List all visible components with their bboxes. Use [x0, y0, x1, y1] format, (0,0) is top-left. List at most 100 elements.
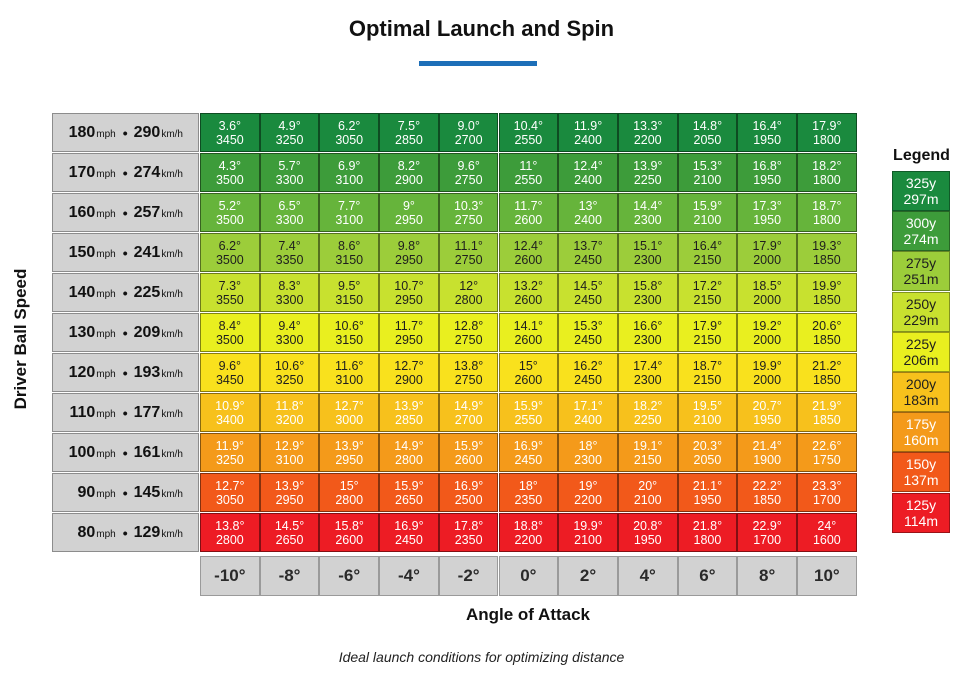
- unit-mph: mph: [96, 129, 116, 140]
- launch-angle: 9.6°: [218, 358, 242, 373]
- angle-of-attack-tick: -4°: [379, 556, 439, 596]
- bullet-separator: •: [122, 244, 128, 261]
- bullet-separator: •: [122, 204, 128, 221]
- launch-angle: 15.8°: [633, 278, 663, 293]
- launch-angle: 13.7°: [573, 238, 603, 253]
- launch-spin-cell: 9.6° 3450: [200, 353, 260, 392]
- launch-spin-cell: 6.5° 3300: [259, 193, 320, 232]
- launch-spin-cell: 24° 1600: [797, 513, 857, 552]
- angle-of-attack-tick: -8°: [259, 556, 320, 596]
- speed-mph: 110: [69, 403, 96, 421]
- launch-spin-cell: 17.1° 2400: [558, 393, 618, 432]
- launch-angle: 15.9°: [692, 198, 723, 213]
- launch-spin-cell: 12.9° 3100: [259, 433, 320, 472]
- launch-angle: 18°: [578, 438, 598, 453]
- ball-speed-cell: 180 mph • 290 km/h: [52, 113, 199, 152]
- spin-rate: 2600: [514, 212, 543, 227]
- spin-rate: 3150: [335, 292, 364, 307]
- legend-yards: 200y: [905, 376, 937, 392]
- launch-spin-cell: 13.2° 2600: [498, 273, 559, 312]
- launch-angle: 3.6°: [218, 118, 242, 133]
- legend-meters: 183m: [903, 392, 939, 408]
- speed-mph: 120: [68, 363, 96, 381]
- spin-rate: 3100: [335, 212, 364, 227]
- angle-of-attack-tick: -6°: [319, 556, 380, 596]
- spin-rate: 2450: [574, 332, 602, 347]
- chart-title: Optimal Launch and Spin: [348, 16, 615, 41]
- spin-rate: 1950: [753, 412, 782, 427]
- launch-angle: 14.1°: [513, 318, 543, 333]
- angle-of-attack-tick: 0°: [498, 556, 559, 596]
- spin-rate: 1800: [812, 212, 841, 227]
- launch-angle: 18.2°: [633, 398, 663, 413]
- launch-spin-cell: 11.1° 2750: [438, 233, 499, 272]
- speed-mph: 140: [68, 283, 96, 301]
- launch-spin-cell: 19.3° 1850: [797, 233, 857, 272]
- spin-rate: 3450: [215, 132, 244, 147]
- launch-spin-cell: 5.7° 3300: [259, 153, 320, 192]
- bullet-separator: •: [122, 324, 128, 341]
- launch-angle: 14.5°: [274, 518, 305, 533]
- unit-mph: mph: [96, 449, 116, 460]
- spin-rate: 2300: [574, 452, 602, 467]
- speed-kmh: 177: [133, 403, 161, 421]
- spin-rate: 3100: [275, 452, 304, 467]
- spin-rate: 2600: [514, 372, 543, 387]
- spin-rate: 3050: [215, 492, 244, 507]
- spin-rate: 1850: [812, 332, 841, 347]
- spin-rate: 3300: [275, 332, 304, 347]
- launch-angle: 14.8°: [692, 118, 723, 133]
- launch-angle: 20.6°: [812, 318, 842, 333]
- launch-spin-cell: 18° 2350: [498, 473, 559, 512]
- launch-spin-cell: 13.7° 2450: [558, 233, 618, 272]
- ball-speed-cell: 120 mph • 193 km/h: [52, 353, 199, 392]
- launch-angle: 16.9°: [453, 478, 484, 493]
- launch-angle: 12.8°: [453, 318, 484, 333]
- angle-of-attack-tick: 6°: [677, 556, 738, 596]
- spin-rate: 2750: [454, 212, 483, 227]
- launch-angle: 12.7°: [334, 398, 364, 413]
- legend-meters: 137m: [903, 472, 939, 489]
- speed-mph: 150: [68, 243, 96, 261]
- spin-rate: 1700: [812, 492, 841, 507]
- launch-angle: 15°: [518, 358, 538, 373]
- launch-angle: 20°: [638, 478, 658, 493]
- spin-rate: 2400: [574, 132, 602, 147]
- launch-spin-cell: 11.9° 3250: [200, 433, 260, 472]
- y-axis-label: Driver Ball Speed: [11, 268, 30, 410]
- spin-rate: 3000: [335, 412, 364, 427]
- spin-rate: 2550: [514, 412, 543, 427]
- launch-angle: 18.7°: [692, 358, 723, 373]
- spin-rate: 2600: [335, 532, 364, 547]
- spin-rate: 1950: [753, 172, 782, 187]
- spin-rate: 1850: [812, 412, 841, 427]
- spin-rate: 2300: [633, 332, 662, 347]
- spin-rate: 3150: [335, 252, 364, 267]
- launch-angle: 18.7°: [812, 198, 842, 213]
- spin-rate: 3400: [215, 412, 244, 427]
- launch-spin-cell: 14.8° 2050: [677, 113, 738, 152]
- legend-item: 325y 297m: [892, 171, 950, 211]
- launch-angle: 15.3°: [573, 318, 603, 333]
- launch-angle: 9.8°: [397, 238, 421, 253]
- ball-speed-cell: 170 mph • 274 km/h: [52, 153, 199, 192]
- launch-spin-cell: 13.9° 2250: [617, 153, 678, 192]
- launch-spin-cell: 15.9° 2100: [677, 193, 738, 232]
- launch-angle: 15.8°: [334, 518, 364, 533]
- bullet-separator: •: [122, 124, 128, 141]
- bullet-separator: •: [122, 404, 128, 421]
- launch-spin-cell: 15.9° 2650: [379, 473, 439, 512]
- launch-angle: 16.6°: [633, 318, 663, 333]
- launch-angle: 10.6°: [274, 358, 305, 373]
- legend-yards: 300y: [905, 215, 937, 232]
- launch-angle: 11°: [519, 158, 538, 173]
- spin-rate: 2900: [395, 172, 423, 187]
- launch-angle: 13.9°: [274, 478, 305, 493]
- launch-angle: 20.3°: [692, 438, 723, 453]
- launch-spin-cell: 16.9° 2450: [498, 433, 559, 472]
- launch-angle: 9.6°: [457, 158, 480, 173]
- launch-spin-cell: 18.8° 2200: [498, 513, 559, 552]
- launch-spin-cell: 7.7° 3100: [319, 193, 380, 232]
- ball-speed-cell: 90 mph • 145 km/h: [52, 473, 199, 512]
- unit-kmh: km/h: [161, 369, 183, 380]
